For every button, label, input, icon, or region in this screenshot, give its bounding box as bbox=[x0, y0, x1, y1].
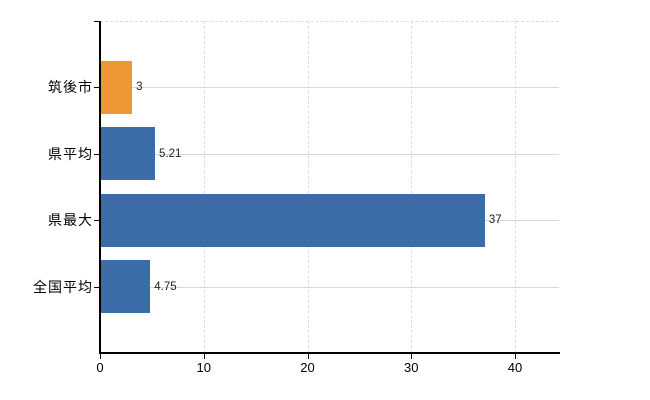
y-axis-line bbox=[99, 21, 101, 354]
x-tick-20 bbox=[307, 353, 309, 359]
bar-0 bbox=[101, 60, 133, 114]
category-label-0: 筑後市 bbox=[48, 79, 93, 96]
value-label-3: 4.75 bbox=[154, 280, 177, 293]
category-tick-1 bbox=[94, 153, 100, 155]
bar-2 bbox=[101, 193, 485, 247]
value-label-1: 5.21 bbox=[159, 147, 182, 160]
x-gridline-30 bbox=[411, 21, 413, 353]
category-label-2: 県最大 bbox=[48, 212, 93, 229]
x-tick-0 bbox=[100, 353, 101, 359]
category-label-1: 県平均 bbox=[48, 145, 93, 162]
row-gridline-3 bbox=[100, 286, 559, 288]
x-tick-10 bbox=[203, 353, 205, 359]
bar-3 bbox=[101, 260, 151, 314]
category-tick-2 bbox=[94, 220, 100, 222]
axis-top-tick bbox=[94, 21, 100, 22]
category-tick-0 bbox=[94, 87, 100, 89]
x-tick-30 bbox=[411, 353, 413, 359]
x-gridline-20 bbox=[307, 21, 309, 353]
x-tick-40 bbox=[515, 353, 516, 359]
row-gridline-0 bbox=[100, 87, 559, 89]
category-tick-3 bbox=[94, 286, 100, 288]
x-gridline-10 bbox=[203, 21, 205, 353]
x-tick-label-30: 30 bbox=[404, 360, 419, 375]
x-gridline-40 bbox=[515, 21, 516, 353]
x-axis-line bbox=[99, 352, 560, 354]
category-label-3: 全国平均 bbox=[33, 278, 93, 295]
value-label-2: 37 bbox=[488, 214, 502, 227]
bar-1 bbox=[101, 127, 156, 181]
x-tick-label-0: 0 bbox=[96, 360, 104, 375]
x-tick-label-20: 20 bbox=[300, 360, 315, 375]
x-tick-label-40: 40 bbox=[507, 360, 523, 375]
value-label-0: 3 bbox=[136, 81, 143, 94]
x-tick-label-10: 10 bbox=[196, 360, 211, 375]
top-gridline bbox=[100, 21, 559, 22]
row-gridline-1 bbox=[100, 153, 559, 155]
